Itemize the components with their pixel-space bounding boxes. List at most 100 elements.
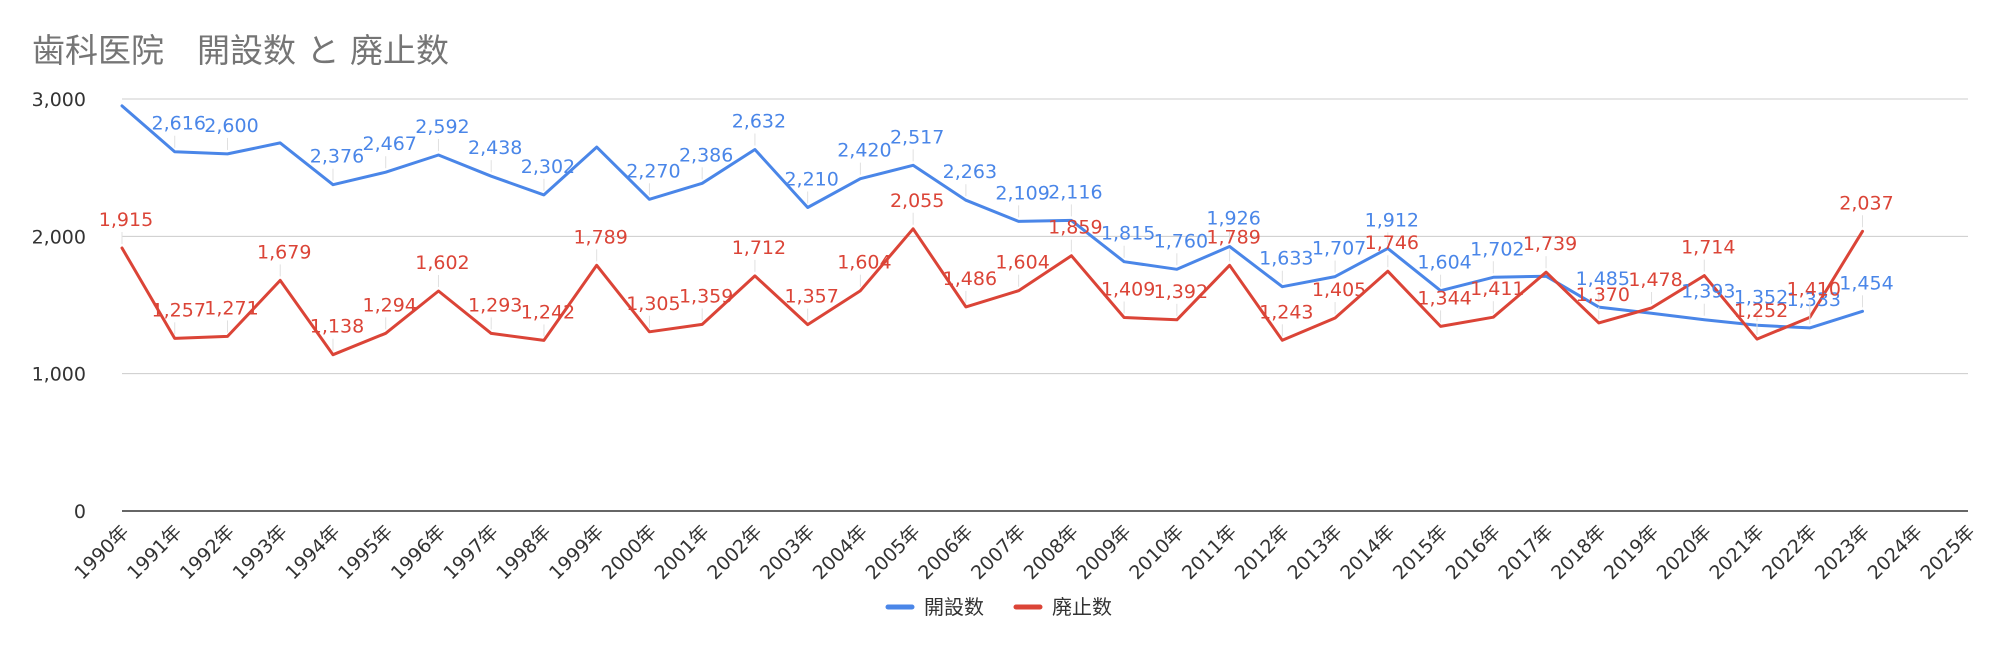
- x-tick-label: 2024年: [1864, 521, 1927, 584]
- x-tick-label: 2010年: [1125, 521, 1188, 584]
- data-label: 1,478: [1628, 269, 1682, 291]
- data-label: 2,386: [679, 144, 733, 166]
- series-line-1: [120, 104, 1864, 330]
- y-axis-ticks: 0 1,000 2,000 3,000: [32, 89, 86, 523]
- data-label: 1,293: [468, 294, 522, 316]
- legend: 開設数 廃止数: [885, 595, 1112, 619]
- x-tick-label: 2008年: [1020, 521, 1083, 584]
- x-tick-label: 2000年: [598, 521, 661, 584]
- data-label: 1,702: [1470, 238, 1524, 260]
- data-label: 1,294: [363, 294, 417, 316]
- data-label: 1,760: [1154, 230, 1208, 252]
- data-label: 2,517: [890, 126, 944, 148]
- data-label: 1,410: [1787, 278, 1841, 300]
- data-label: 2,210: [784, 168, 838, 190]
- data-label: 1,789: [573, 226, 627, 248]
- data-label: 2,116: [1048, 181, 1102, 203]
- x-axis-ticks: 1990年1991年1992年1993年1994年1995年1996年1997年…: [70, 521, 1979, 584]
- data-label: 1,746: [1365, 232, 1419, 254]
- y-tick-label: 0: [74, 501, 86, 523]
- x-tick-label: 2018年: [1547, 521, 1610, 584]
- x-tick-label: 2019年: [1600, 521, 1663, 584]
- data-label: 2,616: [152, 113, 206, 135]
- data-label: 1,739: [1523, 233, 1577, 255]
- x-tick-label: 2022年: [1758, 521, 1821, 584]
- y-tick-label: 2,000: [32, 226, 86, 248]
- data-label: 1,344: [1417, 287, 1471, 309]
- data-label: 1,352: [1734, 286, 1788, 308]
- x-tick-label: 2020年: [1653, 521, 1716, 584]
- data-label: 1,915: [99, 209, 153, 231]
- data-label: 1,333: [1787, 289, 1841, 311]
- x-tick-label: 1996年: [387, 521, 450, 584]
- data-label: 1,604: [1417, 252, 1471, 274]
- x-tick-label: 2023年: [1811, 521, 1874, 584]
- x-tick-label: 1990年: [70, 521, 133, 584]
- gridlines: [122, 98, 1968, 512]
- data-label: 1,454: [1839, 272, 1893, 294]
- data-label: 1,714: [1681, 237, 1735, 259]
- x-tick-label: 2005年: [861, 521, 924, 584]
- data-label: 1,252: [1734, 300, 1788, 322]
- data-label: 1,679: [257, 241, 311, 263]
- data-label: 1,789: [1206, 226, 1260, 248]
- data-label: 2,632: [732, 111, 786, 133]
- x-tick-label: 2016年: [1442, 521, 1505, 584]
- data-label: 2,376: [310, 146, 364, 168]
- chart-title: 歯科医院 開設数 と 廃止数: [32, 31, 449, 70]
- data-label: 2,302: [521, 156, 575, 178]
- x-tick-label: 2021年: [1705, 521, 1768, 584]
- data-label: 1,138: [310, 316, 364, 338]
- x-tick-label: 2017年: [1494, 521, 1557, 584]
- data-label: 1,357: [784, 286, 838, 308]
- data-label: 1,405: [1312, 279, 1366, 301]
- y-tick-label: 3,000: [32, 89, 86, 111]
- data-label: 2,438: [468, 137, 522, 159]
- x-tick-label: 2011年: [1178, 521, 1241, 584]
- data-label: 2,055: [890, 190, 944, 212]
- x-tick-label: 1992年: [176, 521, 239, 584]
- x-tick-label: 2001年: [651, 521, 714, 584]
- data-label: 1,707: [1312, 238, 1366, 260]
- data-label: 1,602: [415, 252, 469, 274]
- x-tick-label: 2002年: [703, 521, 766, 584]
- data-label: 1,411: [1470, 278, 1524, 300]
- x-tick-label: 2007年: [967, 521, 1030, 584]
- data-label: 2,420: [837, 140, 891, 162]
- data-label: 1,486: [943, 268, 997, 290]
- data-label: 1,409: [1101, 278, 1155, 300]
- legend-entry: 廃止数: [1052, 595, 1112, 619]
- data-label: 1,305: [626, 293, 680, 315]
- x-tick-label: 1991年: [123, 521, 186, 584]
- series-lines: [120, 104, 1864, 357]
- x-tick-label: 2006年: [914, 521, 977, 584]
- legend-entry: 開設数: [924, 595, 984, 619]
- data-label: 2,037: [1839, 192, 1893, 214]
- data-label: 1,242: [521, 301, 575, 323]
- data-label: 1,633: [1259, 248, 1313, 270]
- data-label: 1,271: [204, 297, 258, 319]
- data-label: 1,370: [1576, 284, 1630, 306]
- data-label: 2,467: [363, 133, 417, 155]
- data-label: 1,815: [1101, 223, 1155, 245]
- data-label: 1,912: [1365, 209, 1419, 231]
- data-label: 1,859: [1048, 217, 1102, 239]
- x-tick-label: 1997年: [440, 521, 503, 584]
- data-label: 1,926: [1206, 207, 1260, 229]
- y-tick-label: 1,000: [32, 364, 86, 386]
- x-tick-label: 2009年: [1072, 521, 1135, 584]
- x-tick-label: 1995年: [334, 521, 397, 584]
- data-label: 1,604: [995, 252, 1049, 274]
- data-label: 2,592: [415, 116, 469, 138]
- x-tick-label: 2012年: [1231, 521, 1294, 584]
- data-label: 2,270: [626, 160, 680, 182]
- x-tick-label: 2013年: [1283, 521, 1346, 584]
- series-line-2: [120, 227, 1864, 357]
- data-label: 2,263: [943, 161, 997, 183]
- data-label: 1,604: [837, 252, 891, 274]
- x-tick-label: 1998年: [492, 521, 555, 584]
- x-tick-label: 1994年: [281, 521, 344, 584]
- x-tick-label: 2015年: [1389, 521, 1452, 584]
